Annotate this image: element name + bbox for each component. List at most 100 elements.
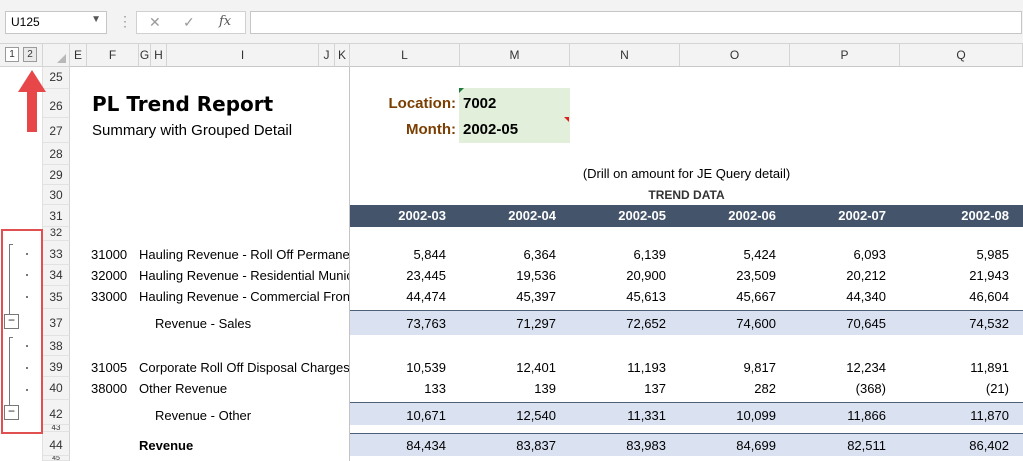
column-header-e[interactable]: E <box>70 44 87 67</box>
subtotal-cell[interactable]: 11,331 <box>627 408 666 423</box>
column-header-i[interactable]: I <box>167 44 319 67</box>
column-header-l[interactable]: L <box>350 44 460 67</box>
row-header[interactable]: 28 <box>43 143 70 165</box>
row-header[interactable]: 42 <box>43 400 70 425</box>
amount-cell[interactable]: 19,536 <box>516 268 556 283</box>
row-header[interactable]: 45 <box>43 456 70 461</box>
row-header[interactable]: 25 <box>43 67 70 89</box>
amount-cell[interactable]: 45,667 <box>736 289 776 304</box>
column-header-k[interactable]: K <box>335 44 350 67</box>
subtotal-cell[interactable]: 10,671 <box>406 408 446 423</box>
amount-cell[interactable]: 23,509 <box>736 268 776 283</box>
column-header-n[interactable]: N <box>570 44 680 67</box>
account-name: Hauling Revenue - Commercial Front Load <box>139 289 349 304</box>
amount-cell[interactable]: 46,604 <box>969 289 1009 304</box>
amount-cell[interactable]: (368) <box>855 381 886 396</box>
total-cell[interactable]: 83,837 <box>516 438 556 453</box>
subtotal-cell[interactable]: 73,763 <box>406 316 446 331</box>
amount-cell[interactable]: 44,474 <box>406 289 446 304</box>
row-header[interactable]: 35 <box>43 286 70 309</box>
amount-cell[interactable]: 6,139 <box>633 247 666 262</box>
collapse-group-button[interactable]: − <box>4 405 19 420</box>
row-header[interactable]: 33 <box>43 241 70 265</box>
row-header[interactable]: 37 <box>43 309 70 336</box>
column-header-h[interactable]: H <box>151 44 167 67</box>
subtotal-cell[interactable]: 72,652 <box>626 316 666 331</box>
row-header[interactable]: 38 <box>43 336 70 356</box>
amount-cell[interactable]: 5,844 <box>413 247 446 262</box>
total-cell[interactable]: 83,983 <box>626 438 666 453</box>
row-header[interactable]: 40 <box>43 377 70 400</box>
amount-cell[interactable]: 23,445 <box>406 268 446 283</box>
column-header-f[interactable]: F <box>87 44 139 67</box>
subtotal-cell[interactable]: 11,866 <box>847 408 886 423</box>
amount-cell[interactable]: 9,817 <box>743 360 776 375</box>
row-header[interactable]: 26 <box>43 89 70 118</box>
amount-cell[interactable]: 133 <box>424 381 446 396</box>
subtotal-cell[interactable]: 10,099 <box>736 408 776 423</box>
total-cell[interactable]: 82,511 <box>847 438 886 453</box>
total-cell[interactable]: 84,699 <box>736 438 776 453</box>
column-header-m[interactable]: M <box>460 44 570 67</box>
subtotal-cell[interactable]: 74,532 <box>969 316 1009 331</box>
row-header[interactable]: 43 <box>43 425 70 432</box>
subtotal-cell[interactable]: 11,870 <box>970 408 1009 423</box>
formula-input[interactable] <box>250 11 1022 34</box>
amount-cell[interactable]: 21,943 <box>969 268 1009 283</box>
total-cell[interactable]: 86,402 <box>969 438 1009 453</box>
amount-cell[interactable]: 10,539 <box>406 360 446 375</box>
amount-cell[interactable]: 45,613 <box>626 289 666 304</box>
row-header[interactable]: 29 <box>43 165 70 185</box>
row-header[interactable]: 34 <box>43 265 70 286</box>
column-header-j[interactable]: J <box>319 44 335 67</box>
row-header[interactable]: 32 <box>43 227 70 241</box>
outline-dot <box>26 253 28 255</box>
column-header-q[interactable]: Q <box>900 44 1023 67</box>
subtotal-cell[interactable]: 71,297 <box>516 316 556 331</box>
month-input[interactable]: 2002-05 <box>459 116 570 143</box>
subtotal-cell[interactable]: 74,600 <box>736 316 776 331</box>
amount-cell[interactable]: 5,424 <box>743 247 776 262</box>
row-header[interactable]: 31 <box>43 205 70 227</box>
row-header[interactable]: 39 <box>43 356 70 377</box>
subtotal-cell[interactable]: 12,540 <box>516 408 556 423</box>
amount-cell[interactable]: 137 <box>644 381 666 396</box>
enter-icon[interactable]: ✓ <box>183 14 195 30</box>
amount-cell[interactable]: 139 <box>534 381 556 396</box>
collapse-group-button[interactable]: − <box>4 314 19 329</box>
amount-cell[interactable]: 20,900 <box>626 268 666 283</box>
amount-cell[interactable]: 12,401 <box>516 360 556 375</box>
amount-cell[interactable]: 12,234 <box>846 360 886 375</box>
insert-function-icon[interactable]: fx <box>219 14 232 29</box>
amount-cell[interactable]: 282 <box>754 381 776 396</box>
row-header[interactable]: 30 <box>43 185 70 205</box>
amount-cell[interactable]: 11,193 <box>627 360 666 375</box>
amount-cell[interactable]: 20,212 <box>846 268 886 283</box>
amount-cell[interactable]: 6,093 <box>853 247 886 262</box>
location-input[interactable]: 7002 <box>459 88 570 116</box>
amount-cell[interactable]: (21) <box>985 381 1009 396</box>
cancel-icon[interactable]: ✕ <box>149 14 161 30</box>
outline-dot <box>26 389 28 391</box>
period-header: 2002-06 <box>728 208 776 223</box>
select-all-button[interactable] <box>43 44 70 67</box>
chevron-down-icon[interactable]: ▼ <box>91 14 101 25</box>
outline-group-bracket <box>9 244 13 320</box>
amount-cell[interactable]: 5,985 <box>976 247 1009 262</box>
amount-cell[interactable]: 45,397 <box>516 289 556 304</box>
amount-cell[interactable]: 6,364 <box>523 247 556 262</box>
row-header[interactable]: 27 <box>43 118 70 143</box>
outline-level-1-button[interactable]: 1 <box>5 47 19 62</box>
amount-cell[interactable]: 44,340 <box>846 289 886 304</box>
outline-level-2-button[interactable]: 2 <box>23 47 37 62</box>
column-header-g[interactable]: G <box>139 44 151 67</box>
name-box[interactable]: U125 ▼ <box>5 11 107 34</box>
column-header-o[interactable]: O <box>680 44 790 67</box>
amount-cell[interactable]: 11,891 <box>970 360 1009 375</box>
account-number: 33000 <box>91 289 128 304</box>
column-header-p[interactable]: P <box>790 44 900 67</box>
outline-group-bracket <box>9 337 13 411</box>
subtotal-cell[interactable]: 70,645 <box>846 316 886 331</box>
total-cell[interactable]: 84,434 <box>406 438 446 453</box>
row-header[interactable]: 44 <box>43 432 70 456</box>
